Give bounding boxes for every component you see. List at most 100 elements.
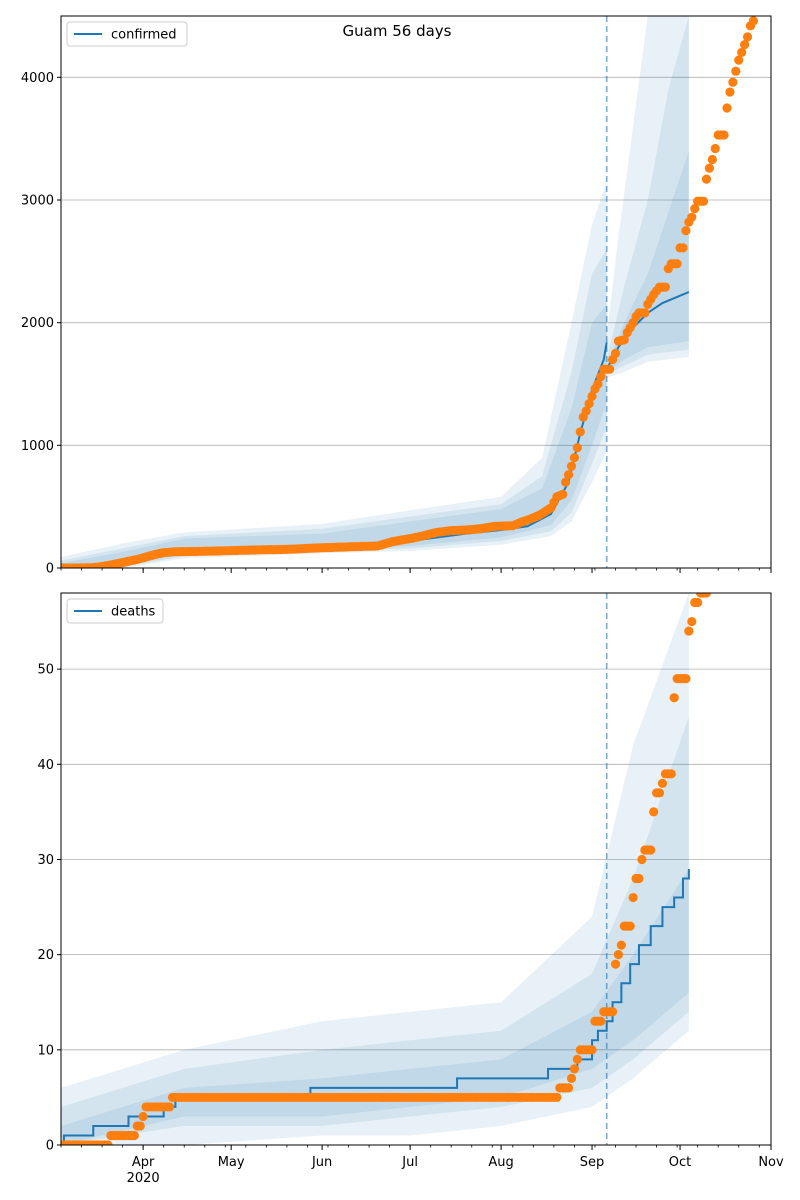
confirmed-observed-point [681,226,691,236]
deaths-observed-point [552,1092,562,1103]
confirmed-interval-band [606,150,689,372]
confirmed-observed-point [719,130,729,140]
deaths-panel: 0 10 20 30 40 50 deaths [37,592,772,1154]
deaths-observed-point [666,769,676,779]
deaths-observed-point [684,626,694,636]
confirmed-y-tick-label: 4000 [21,71,54,86]
deaths-observed-point [693,597,703,608]
confirmed-observed-point [660,282,670,292]
x-tick-label: Jul [401,1155,418,1170]
deaths-y-tick-label: 10 [37,1043,54,1058]
deaths-interval-band [61,869,689,1145]
confirmed-y-tick-label: 3000 [21,194,54,209]
deaths-observed-point [129,1130,139,1141]
deaths-observed-point [646,845,656,855]
deaths-observed-point [654,788,665,798]
confirmed-observed-point [605,364,615,374]
confirmed-observed-point [672,259,682,269]
confirmed-observed-point [722,103,732,113]
deaths-observed-point [572,1054,582,1064]
confirmed-observed-point [584,399,594,409]
deaths-axes: 0 10 20 30 40 50 [37,592,772,1154]
deaths-observed-point [613,950,624,960]
confirmed-observed-point [742,32,753,42]
deaths-observed-point [657,778,668,788]
confirmed-axes-frame [60,15,772,569]
deaths-y-tick-label: 0 [46,1139,54,1154]
x-tick-label: Oct [669,1155,691,1170]
confirmed-observed-point [725,87,735,97]
deaths-observed-point [103,1140,113,1145]
deaths-observed-point [649,807,659,817]
deaths-interval-band [61,716,689,1145]
confirmed-observed-point [581,406,591,416]
deaths-plot-area [61,593,712,1145]
deaths-observed-point [628,892,638,903]
confirmed-observed-point [563,470,574,480]
confirmed-observed-point [678,243,688,253]
deaths-observed-point [634,873,644,884]
deaths-y-tick-label: 30 [37,853,54,868]
confirmed-observed-point [748,16,758,26]
confirmed-observed-point [610,348,621,358]
deaths-observed-point [135,1121,145,1131]
confirmed-observed-point [575,427,585,437]
confirmed-observed-point [619,335,629,345]
confirmed-observed-point [569,453,580,463]
deaths-observed-point [610,959,621,969]
confirmed-observed-point [593,379,603,389]
confirmed-observed-point [687,212,697,222]
deaths-observed-point [625,921,635,931]
deaths-observed-point [616,940,626,950]
confirmed-observed-point [704,163,714,173]
confirmed-observed-point [587,391,597,401]
confirmed-legend-label: confirmed [111,28,177,43]
confirmed-observed-point [731,66,741,76]
deaths-y-tick-label: 20 [37,948,54,963]
x-tick-label: Sep [580,1155,605,1170]
confirmed-observed-point [561,477,571,487]
confirmed-observed-point [640,308,650,318]
x-tick-label: Apr [132,1155,155,1170]
deaths-observed-point [681,674,691,684]
confirmed-observed-point [572,443,582,453]
confirmed-observed-point [690,203,700,214]
deaths-observed-point [669,693,679,703]
deaths-legend-label: deaths [111,605,156,620]
chart-title: Guam 56 days [343,22,452,40]
deaths-observed-point [637,854,647,865]
confirmed-y-tick-label: 2000 [21,316,54,331]
deaths-observed-point [607,1007,618,1017]
confirmed-observed-point [596,372,606,382]
confirmed-observed-point [566,461,577,471]
confirmed-interval-band [606,16,689,378]
deaths-observed-point [566,1073,577,1083]
x-tick-label: Aug [488,1155,513,1170]
deaths-y-tick-label: 50 [37,663,54,678]
x-tick-year-label: 2020 [127,1171,160,1186]
deaths-observed-point [587,1045,597,1055]
confirmed-observed-point [710,143,720,154]
x-tick-label: Nov [758,1155,784,1170]
deaths-observed-point [569,1064,580,1074]
confirmed-axes: 0 1000 2000 3000 4000 [21,15,772,577]
deaths-axes-frame [60,592,772,1146]
deaths-observed-point [687,616,697,627]
confirmed-observed-point [558,489,568,499]
deaths-legend-box [66,598,164,624]
confirmed-observed-point [739,39,750,50]
deaths-observed-point [596,1016,606,1026]
confirmed-panel: 0 1000 2000 3000 4000 Guam 56 days confirmed [21,15,772,577]
deaths-observed-point [164,1102,175,1112]
confirmed-y-tick-label: 0 [46,562,54,577]
deaths-interval-band [61,593,689,1145]
confirmed-interval-band [61,181,607,568]
deaths-legend: deaths [66,598,164,624]
x-tick-label: Jun [311,1155,332,1170]
confirmed-legend: confirmed [66,21,188,47]
deaths-observed-point [563,1083,574,1093]
confirmed-observed-point [728,77,738,87]
confirmed-observed-point [698,196,709,206]
